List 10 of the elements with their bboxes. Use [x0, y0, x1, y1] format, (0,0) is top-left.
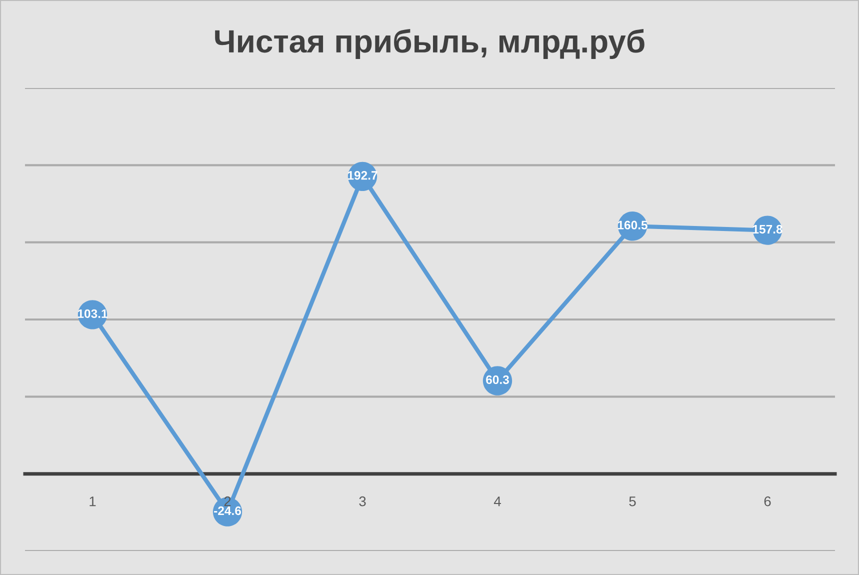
data-label: -24.6	[214, 506, 241, 516]
chart-title: Чистая прибыль, млрд.руб	[215, 28, 644, 60]
data-label: 60.3	[486, 375, 509, 384]
x-tick-label: 4	[494, 496, 501, 506]
x-tick-label: 3	[359, 496, 366, 506]
x-tick-label: 1	[90, 496, 96, 506]
x-tick-label: 6	[764, 496, 771, 506]
data-label: 160.5	[618, 220, 648, 230]
x-tick-label: 2	[224, 496, 231, 506]
x-tick-label: 5	[629, 496, 636, 506]
